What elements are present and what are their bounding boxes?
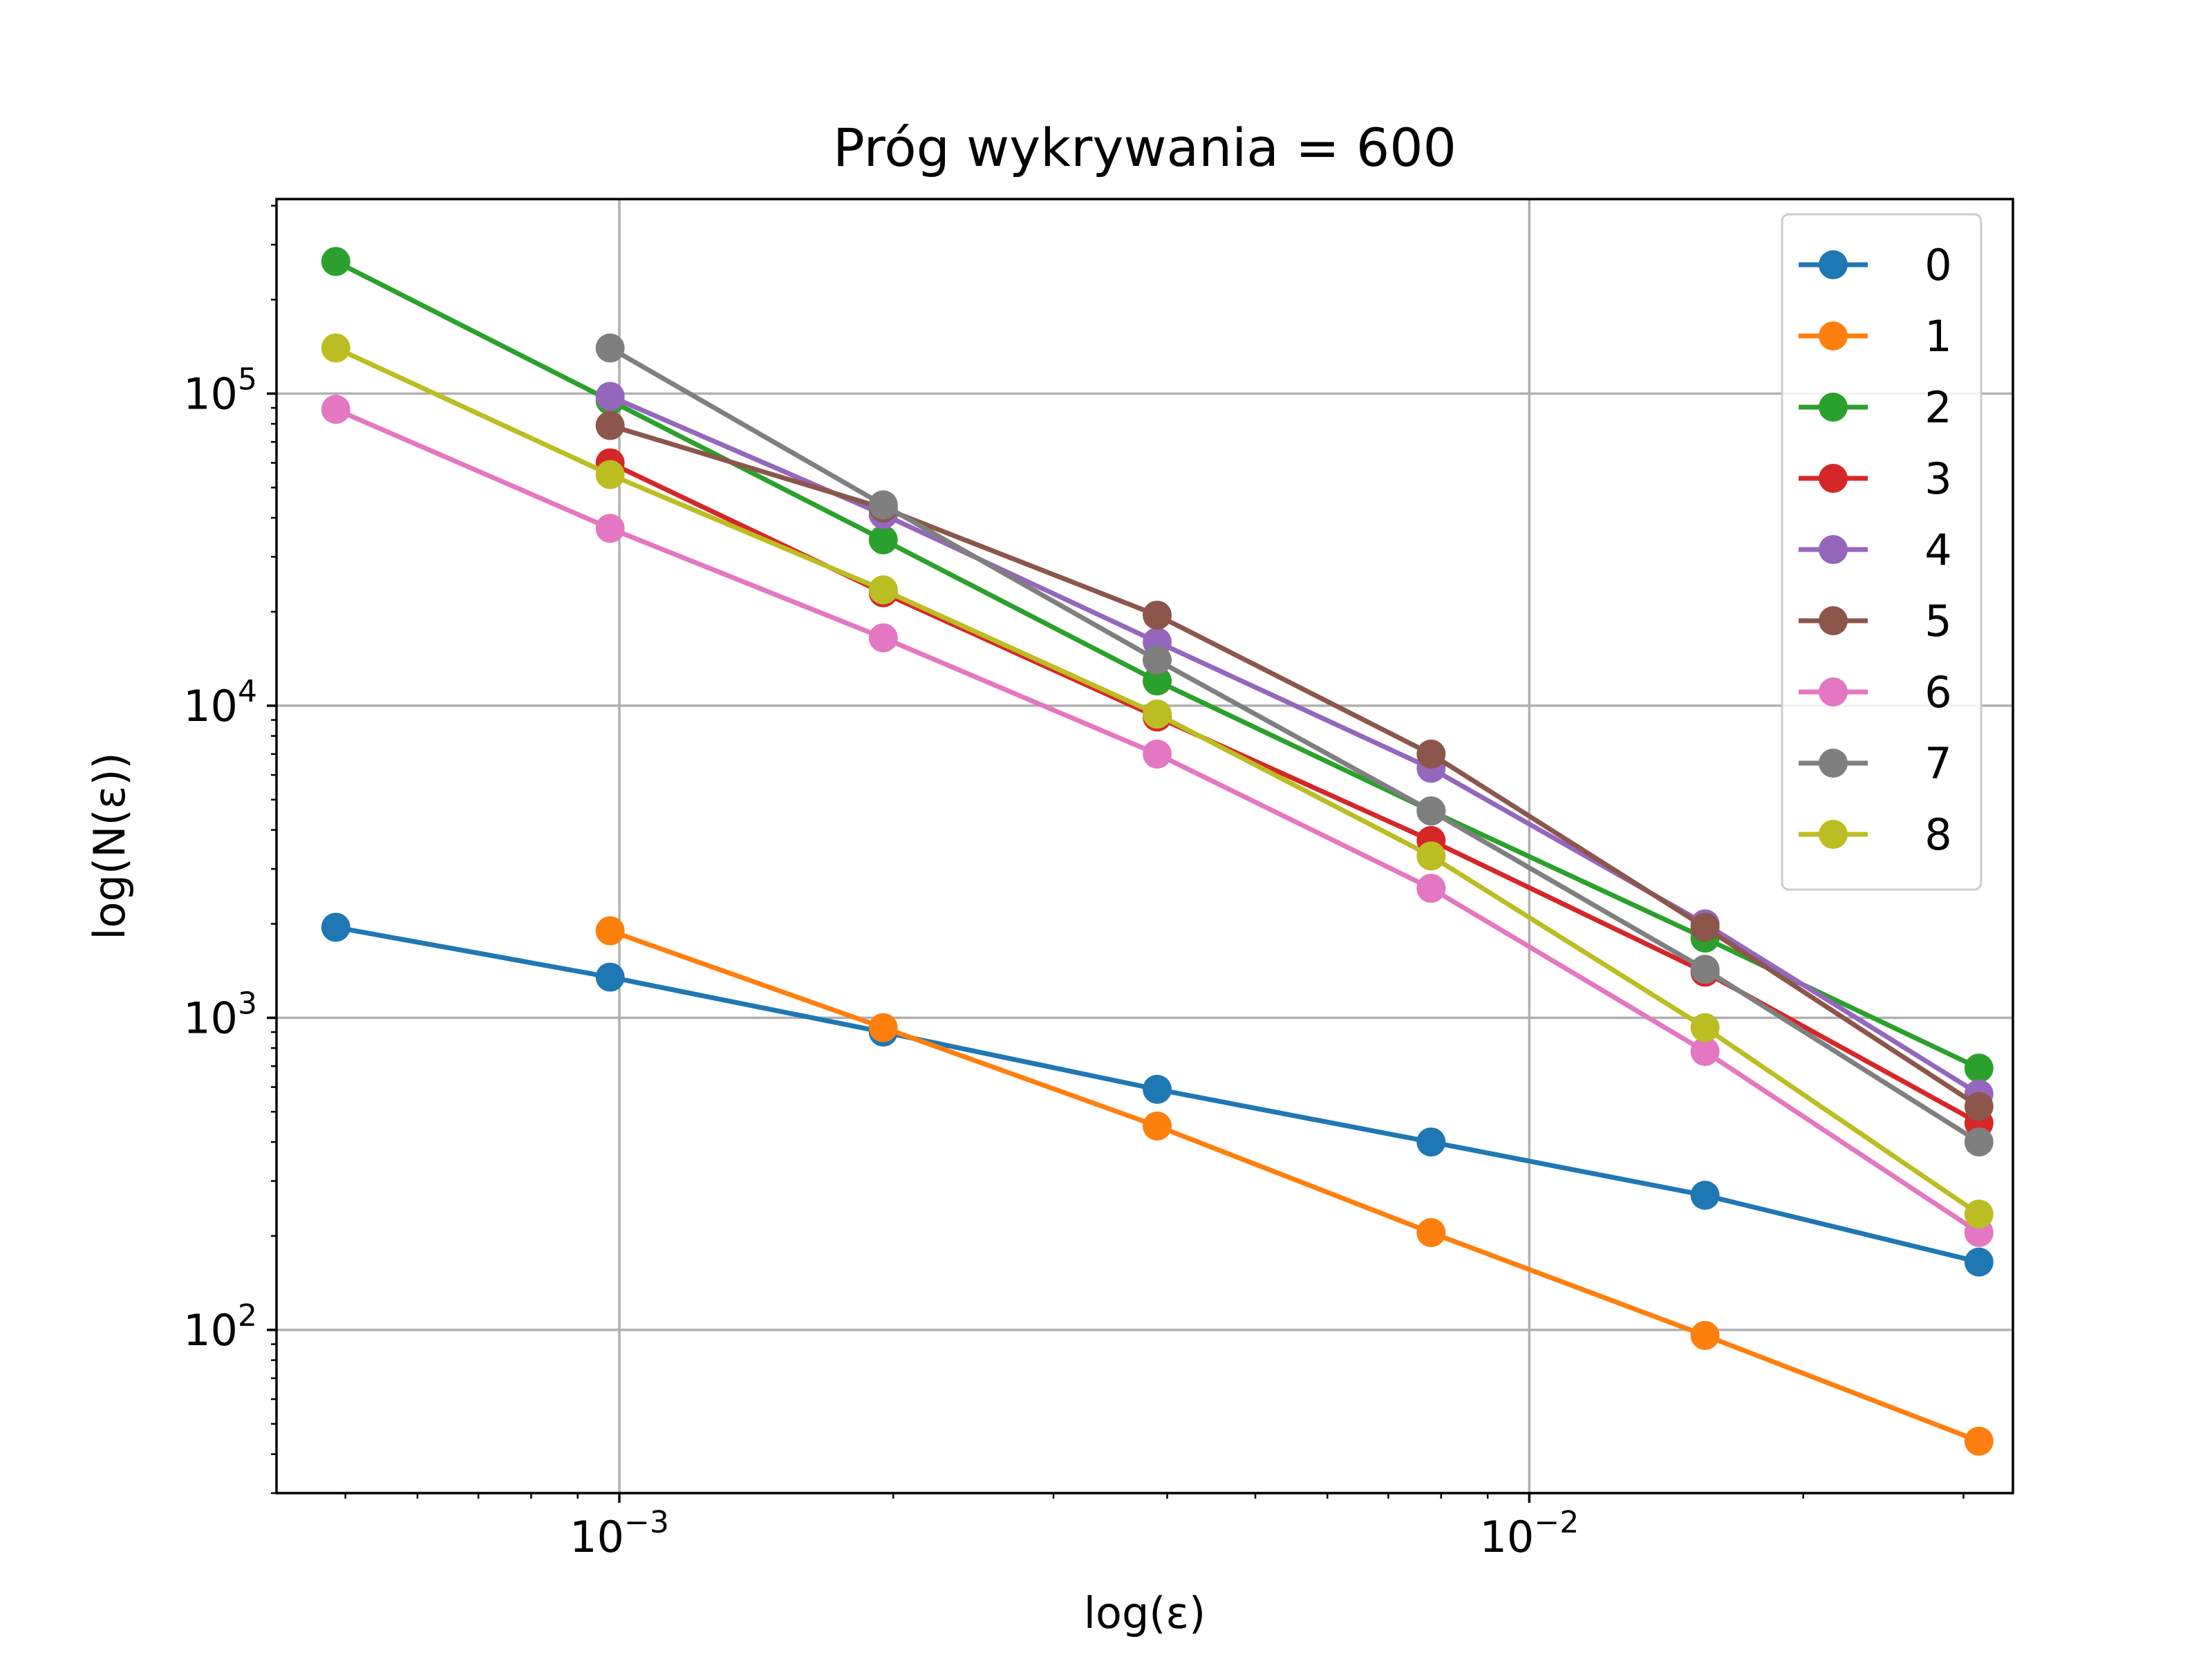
legend-item: 5	[1799, 596, 1952, 646]
data-point	[595, 916, 625, 946]
x-tick-label: 10−3	[570, 1505, 669, 1562]
data-point	[1143, 700, 1172, 729]
legend-swatch-marker	[1819, 606, 1848, 635]
legend-item: 3	[1799, 453, 1952, 504]
data-point	[1143, 739, 1172, 769]
data-point	[868, 490, 898, 520]
data-point	[321, 912, 350, 942]
data-point	[595, 460, 625, 489]
x-tick-label: 10−2	[1479, 1505, 1579, 1562]
data-point	[1690, 955, 1720, 984]
legend-item: 1	[1799, 311, 1952, 362]
data-point	[1143, 645, 1172, 675]
data-point	[595, 333, 625, 363]
plot-frame	[275, 198, 2014, 1494]
series-line	[609, 423, 1980, 1109]
legend-label: 2	[1924, 382, 1951, 433]
data-point	[1964, 1053, 1994, 1083]
data-point	[1416, 1127, 1446, 1157]
legend-item: 7	[1799, 738, 1952, 789]
data-point	[1416, 841, 1446, 871]
chart-title: Próg wykrywania = 600	[833, 117, 1456, 178]
series-8	[321, 333, 1994, 1229]
data-point	[595, 382, 625, 411]
series-group	[321, 247, 1994, 1456]
data-point	[868, 575, 898, 605]
y-axis-label: log(N(ε))	[84, 752, 135, 939]
legend-label: 7	[1924, 738, 1951, 789]
series-1	[595, 916, 1994, 1456]
data-point	[1690, 912, 1720, 942]
y-tick-label: 105	[183, 362, 257, 419]
series-line	[609, 928, 1980, 1444]
x-axis-label: log(ε)	[1084, 1588, 1206, 1638]
data-point	[595, 514, 625, 543]
legend-swatch-marker	[1819, 677, 1848, 706]
data-point	[595, 411, 625, 440]
data-point	[1416, 1218, 1446, 1248]
legend-label: 0	[1924, 240, 1951, 290]
data-point	[1143, 1111, 1172, 1141]
data-point	[1964, 1091, 1994, 1121]
legend: 0 1 2 3 4 5 6 7 8	[1781, 213, 1983, 891]
data-point	[868, 623, 898, 653]
data-point	[1143, 1074, 1172, 1104]
legend-swatch-marker	[1819, 535, 1848, 564]
legend-item: 0	[1799, 240, 1952, 290]
legend-swatch-marker	[1819, 393, 1848, 422]
legend-label: 8	[1924, 809, 1951, 860]
data-point	[1964, 1247, 1994, 1277]
legend-box	[1781, 213, 1983, 891]
legend-swatch-marker	[1819, 820, 1848, 849]
legend-item: 8	[1799, 809, 1952, 860]
y-tick-label: 103	[183, 986, 257, 1043]
data-point	[1690, 1181, 1720, 1210]
legend-label: 1	[1924, 311, 1951, 362]
data-point	[1690, 1037, 1720, 1067]
legend-item: 2	[1799, 382, 1952, 433]
legend-swatch-marker	[1819, 464, 1848, 493]
data-point	[1964, 1426, 1994, 1456]
legend-swatch-marker	[1819, 321, 1848, 350]
data-point	[1964, 1127, 1994, 1157]
data-point	[1690, 1320, 1720, 1350]
data-point	[1416, 796, 1446, 826]
legend-swatch-marker	[1819, 749, 1848, 778]
data-point	[1143, 666, 1172, 696]
legend-label: 5	[1924, 596, 1951, 646]
legend-swatch-marker	[1819, 250, 1848, 279]
data-point	[1690, 1013, 1720, 1042]
data-point	[321, 395, 350, 424]
data-point	[1416, 874, 1446, 903]
data-point	[595, 962, 625, 992]
legend-label: 3	[1924, 453, 1951, 504]
legend-label: 4	[1924, 525, 1951, 575]
legend-label: 6	[1924, 667, 1951, 718]
legend-item: 6	[1799, 667, 1952, 718]
data-point	[868, 525, 898, 554]
data-point	[321, 247, 350, 276]
data-point	[1964, 1199, 1994, 1229]
legend-item: 4	[1799, 525, 1952, 575]
series-line	[608, 346, 1980, 1145]
y-tick-label: 102	[183, 1298, 257, 1356]
data-point	[321, 333, 350, 363]
y-tick-label: 104	[183, 674, 257, 731]
data-point	[1143, 600, 1172, 630]
data-point	[1416, 739, 1446, 769]
series-7	[595, 333, 1994, 1157]
series-6	[321, 395, 1994, 1248]
data-point	[868, 1013, 898, 1042]
